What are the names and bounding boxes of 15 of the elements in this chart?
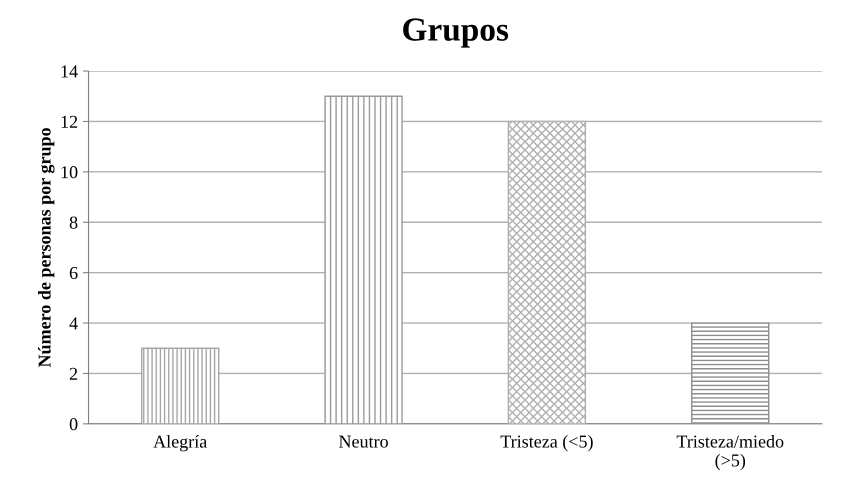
y-tick-label: 8 <box>70 216 78 229</box>
chart-title: Grupos <box>403 18 508 48</box>
y-tick-label: 14 <box>62 65 78 78</box>
x-tick-label: Neutro <box>338 436 388 448</box>
y-tick-label: 10 <box>62 166 78 178</box>
y-tick-label: 12 <box>62 116 78 128</box>
y-tick-label: 0 <box>70 418 78 430</box>
x-tick-label: Tristeza (<5) <box>500 434 593 452</box>
y-tick-label: 2 <box>70 368 78 380</box>
y-tick-label: 4 <box>69 317 78 330</box>
bar <box>324 96 403 424</box>
y-tick-label: 6 <box>70 266 78 280</box>
y-axis-title: Número de personas por grupo <box>38 128 54 368</box>
x-tick-label: Alegría <box>153 434 208 452</box>
x-tick-label: Tristeza/miedo (>5) <box>676 434 784 470</box>
